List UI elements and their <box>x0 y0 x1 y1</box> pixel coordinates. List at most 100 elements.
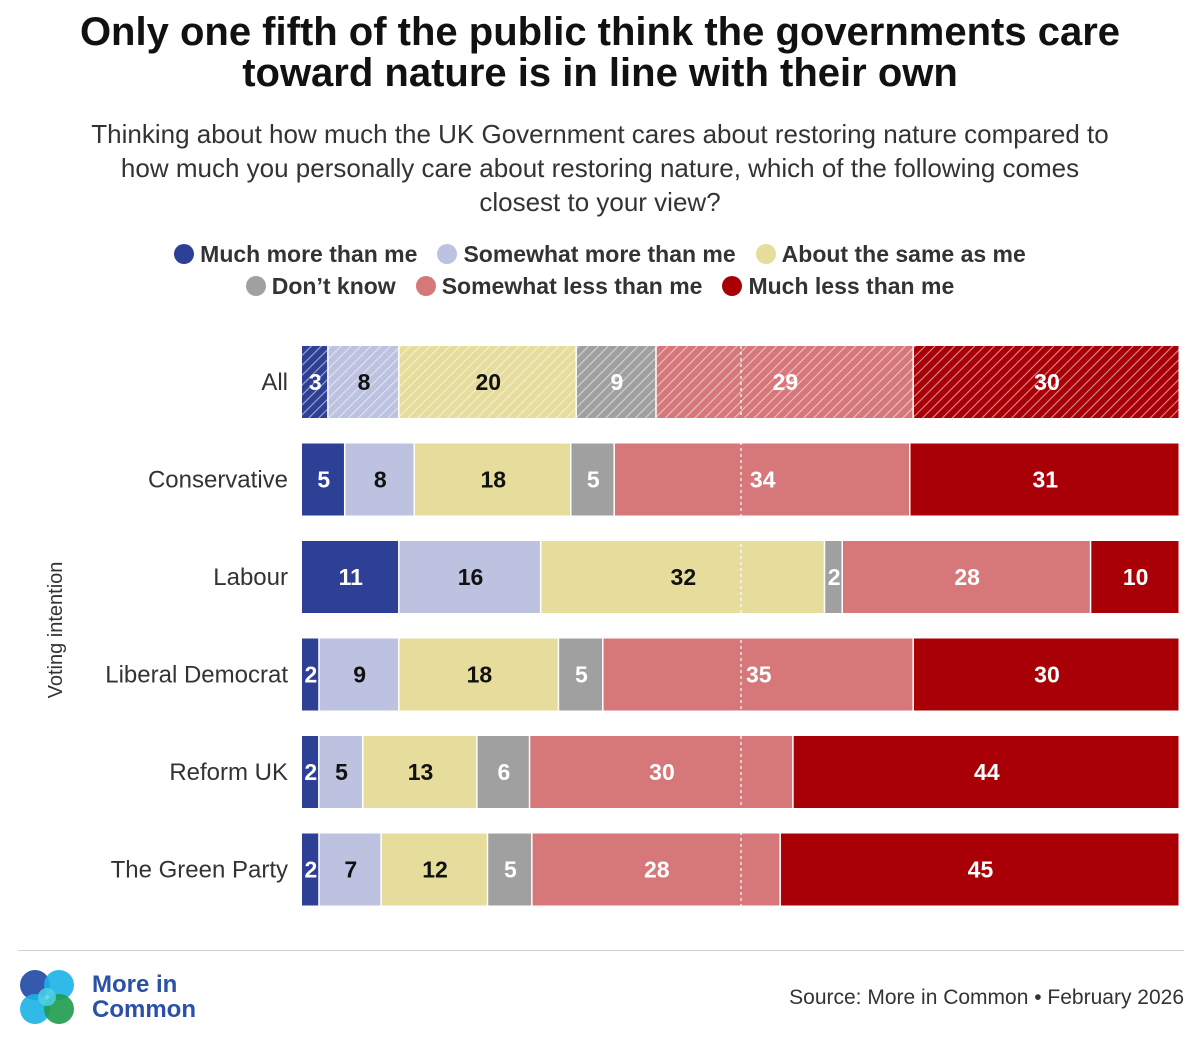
data-label-conservative-somewhat-less-than-me: 34 <box>750 467 776 493</box>
data-label-conservative-don-t-know: 5 <box>587 467 600 493</box>
legend-item-much-less: Much less than me <box>722 273 954 300</box>
title-line-2: toward nature is in line with their own <box>242 51 958 95</box>
source-note: Source: More in Common • February 2026 <box>789 986 1184 1009</box>
legend-swatch-dont-know <box>245 276 266 296</box>
data-label-the-green-party-somewhat-less-than-me: 28 <box>644 857 670 883</box>
data-label-labour-somewhat-less-than-me: 28 <box>954 564 980 590</box>
data-label-reform-uk-somewhat-less-than-me: 30 <box>649 759 675 785</box>
bar-hatch-all-much-less-than-me <box>913 346 1179 418</box>
data-label-reform-uk-about-the-same-as-me: 13 <box>408 759 434 785</box>
logo-text: More in Common <box>92 972 196 1022</box>
data-label-all-somewhat-more-than-me: 8 <box>358 369 371 395</box>
subtitle-line-2: how much you personally care about resto… <box>120 153 1080 183</box>
bar-hatch-all-about-the-same-as-me <box>399 346 576 418</box>
data-label-conservative-much-more-than-me: 5 <box>317 467 330 493</box>
category-label-labour: Labour <box>213 564 288 591</box>
legend-swatch-much-less <box>722 276 743 296</box>
data-label-reform-uk-much-less-than-me: 44 <box>974 759 1000 785</box>
bar-the-green-party-much-more-than-me <box>302 833 319 906</box>
bar-conservative-don-t-know <box>571 443 614 516</box>
legend-swatch-about-same <box>755 244 776 264</box>
bar-hatch-all-somewhat-less-than-me <box>656 346 913 418</box>
bar-labour-somewhat-more-than-me <box>399 541 540 613</box>
data-label-the-green-party-much-more-than-me: 2 <box>304 857 317 883</box>
bar-conservative-about-the-same-as-me <box>415 443 570 516</box>
data-label-liberal-democrat-somewhat-more-than-me: 9 <box>353 662 366 688</box>
bar-chart: Voting intention All 3 8 20 9 29 30Conservativ… <box>45 346 1179 906</box>
bar-reform-uk-much-less-than-me <box>793 736 1179 808</box>
bar-reform-uk-somewhat-more-than-me <box>319 736 362 808</box>
bar-liberal-democrat-much-more-than-me <box>302 638 319 711</box>
legend-label-dont-know: Don’t know <box>271 272 396 299</box>
legend-label-somewhat-less: Somewhat less than me <box>441 272 703 299</box>
legend-swatch-somewhat-more <box>437 244 458 264</box>
data-label-reform-uk-don-t-know: 6 <box>498 759 511 785</box>
data-label-conservative-about-the-same-as-me: 18 <box>480 467 506 493</box>
category-label-reform-uk: Reform UK <box>169 759 288 786</box>
subtitle-line-3: closest to your view? <box>479 187 721 217</box>
subtitle-line-1: Thinking about how much the UK Governmen… <box>91 119 1109 149</box>
chart-subtitle: Thinking about how much the UK Governmen… <box>20 117 1180 219</box>
bar-conservative-somewhat-more-than-me <box>345 443 414 516</box>
data-label-reform-uk-much-more-than-me: 2 <box>304 759 317 785</box>
logo-line-2: Common <box>92 996 196 1023</box>
legend-swatch-somewhat-less <box>415 276 436 296</box>
legend-label-much-less: Much less than me <box>748 272 955 299</box>
bar-conservative-much-more-than-me <box>302 443 344 516</box>
legend-item-much-more: Much more than me <box>174 241 417 268</box>
bar-the-green-party-much-less-than-me <box>780 833 1179 906</box>
data-label-the-green-party-somewhat-more-than-me: 7 <box>344 857 357 883</box>
bar-liberal-democrat-much-less-than-me <box>913 638 1179 711</box>
data-label-conservative-much-less-than-me: 31 <box>1032 467 1058 493</box>
data-label-labour-somewhat-more-than-me: 16 <box>458 564 484 590</box>
bar-conservative-somewhat-less-than-me <box>614 443 910 516</box>
data-label-liberal-democrat-somewhat-less-than-me: 35 <box>746 662 772 688</box>
bar-hatch-all-don-t-know <box>576 346 656 418</box>
bar-liberal-democrat-about-the-same-as-me <box>399 638 558 711</box>
bar-labour-much-less-than-me <box>1091 541 1179 613</box>
bar-the-green-party-don-t-know <box>488 833 532 906</box>
bar-conservative-much-less-than-me <box>910 443 1179 516</box>
data-label-liberal-democrat-don-t-know: 5 <box>575 662 588 688</box>
legend: Much more than me Somewhat more than me … <box>0 238 1200 302</box>
bar-liberal-democrat-don-t-know <box>559 638 603 711</box>
category-label-liberal-democrat: Liberal Democrat <box>105 662 288 689</box>
data-label-all-much-more-than-me: 3 <box>309 369 322 395</box>
legend-row-2: Don’t know Somewhat less than me Much le… <box>0 270 1200 302</box>
bar-hatch-all-somewhat-more-than-me <box>328 346 399 418</box>
data-label-all-don-t-know: 9 <box>610 369 623 395</box>
bar-labour-much-more-than-me <box>302 541 399 613</box>
data-label-labour-much-more-than-me: 11 <box>339 564 364 590</box>
y-axis-label: Voting intention <box>45 562 67 699</box>
bar-reform-uk-somewhat-less-than-me <box>530 736 793 808</box>
data-label-the-green-party-much-less-than-me: 45 <box>968 857 994 883</box>
category-label-all: All <box>261 369 288 396</box>
footer-divider <box>18 950 1184 951</box>
data-label-reform-uk-somewhat-more-than-me: 5 <box>335 759 348 785</box>
bar-liberal-democrat-somewhat-less-than-me <box>603 638 913 711</box>
legend-item-somewhat-more: Somewhat more than me <box>437 240 736 268</box>
data-label-labour-don-t-know: 2 <box>828 564 841 590</box>
bar-the-green-party-somewhat-less-than-me <box>532 833 780 906</box>
data-label-all-somewhat-less-than-me: 29 <box>773 369 799 395</box>
legend-item-dont-know: Don’t know <box>245 272 396 300</box>
category-label-conservative: Conservative <box>148 467 288 494</box>
data-label-labour-about-the-same-as-me: 32 <box>671 564 697 590</box>
legend-swatch-much-more <box>174 244 195 264</box>
legend-row-1: Much more than me Somewhat more than me … <box>0 238 1200 270</box>
bar-reform-uk-much-more-than-me <box>302 736 319 808</box>
legend-label-somewhat-more: Somewhat more than me <box>463 240 736 267</box>
legend-label-about-same: About the same as me <box>781 240 1026 267</box>
data-label-the-green-party-don-t-know: 5 <box>504 857 517 883</box>
data-label-all-much-less-than-me: 30 <box>1034 369 1060 395</box>
category-label-the-green-party: The Green Party <box>111 857 288 884</box>
data-label-the-green-party-about-the-same-as-me: 12 <box>422 857 448 883</box>
data-label-all-about-the-same-as-me: 20 <box>475 369 501 395</box>
bar-reform-uk-about-the-same-as-me <box>363 736 477 808</box>
data-label-liberal-democrat-about-the-same-as-me: 18 <box>467 662 493 688</box>
bar-labour-somewhat-less-than-me <box>842 541 1090 613</box>
more-in-common-logo: More in Common <box>16 966 196 1028</box>
chart-title: Only one fifth of the public think the g… <box>0 12 1200 94</box>
data-label-liberal-democrat-much-more-than-me: 2 <box>304 662 317 688</box>
title-line-1: Only one fifth of the public think the g… <box>79 10 1121 54</box>
